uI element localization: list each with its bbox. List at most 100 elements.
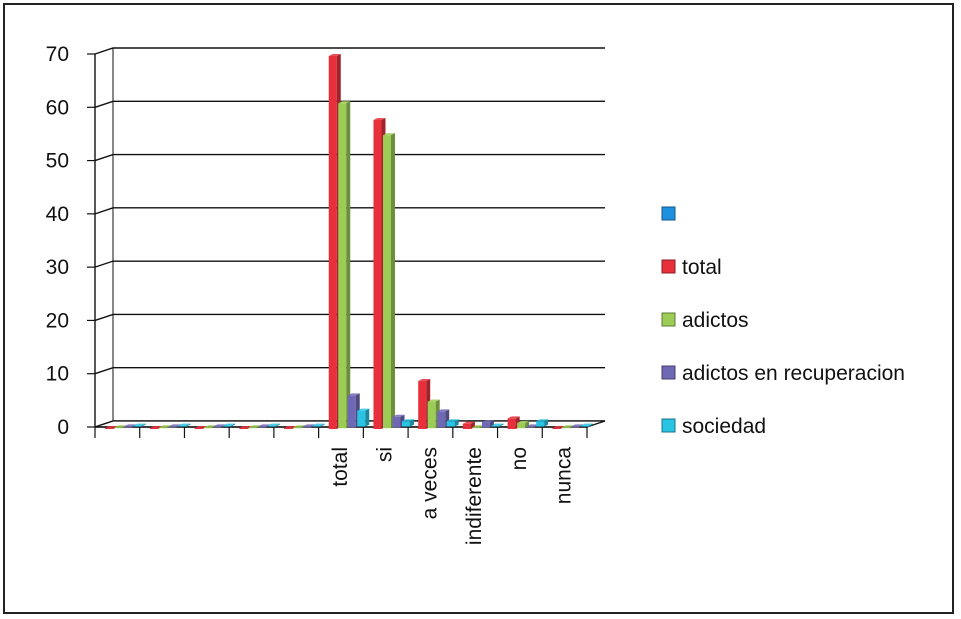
bar-top bbox=[392, 414, 405, 417]
y-tick-label: 70 bbox=[46, 43, 69, 66]
bar-top bbox=[437, 409, 450, 412]
bar-side bbox=[454, 419, 459, 427]
bar-top bbox=[580, 423, 593, 426]
bar-top bbox=[149, 426, 162, 428]
bars bbox=[105, 54, 593, 429]
bar bbox=[338, 101, 351, 429]
bar bbox=[357, 408, 370, 427]
bar-front bbox=[267, 425, 276, 427]
legend: total adictos adictos en recuperacion socie… bbox=[661, 206, 905, 438]
bar-top bbox=[552, 426, 565, 428]
bar-top bbox=[373, 117, 386, 120]
y-tick-label: 60 bbox=[46, 96, 69, 119]
legend-swatch bbox=[661, 418, 676, 433]
bar-front bbox=[536, 421, 545, 427]
bar bbox=[536, 419, 549, 427]
bar-front bbox=[105, 428, 114, 429]
bar-top bbox=[178, 423, 191, 426]
bar-top bbox=[258, 424, 271, 427]
bar-top bbox=[338, 101, 351, 104]
bar-top bbox=[427, 399, 440, 402]
bar bbox=[382, 133, 395, 429]
bar-top bbox=[284, 426, 297, 428]
bar bbox=[446, 419, 459, 427]
bar-front bbox=[239, 428, 248, 429]
bar-front bbox=[258, 426, 267, 428]
bar-front bbox=[284, 428, 293, 429]
bar-side bbox=[588, 423, 593, 427]
bar-top bbox=[491, 423, 504, 426]
bar-side bbox=[141, 423, 146, 427]
bar bbox=[312, 423, 325, 427]
bar-top bbox=[472, 425, 485, 428]
bar-front bbox=[418, 381, 427, 429]
bar-top bbox=[561, 425, 574, 428]
bar bbox=[133, 423, 146, 427]
bar-front bbox=[472, 427, 481, 429]
bar-front bbox=[373, 119, 382, 429]
bar-top bbox=[571, 424, 584, 427]
bar-front bbox=[328, 56, 337, 429]
bar-front bbox=[571, 426, 580, 428]
bar-front bbox=[338, 103, 347, 429]
legend-label: adictos en recuperacion bbox=[682, 362, 905, 385]
bar-front bbox=[552, 428, 561, 429]
bar-top bbox=[293, 425, 306, 428]
bar-top bbox=[382, 133, 395, 136]
bar-top bbox=[105, 426, 118, 428]
bar-side bbox=[409, 419, 414, 427]
bar-front bbox=[507, 418, 516, 429]
bar-front bbox=[382, 135, 391, 429]
legend-swatch bbox=[661, 206, 676, 221]
bar-side bbox=[231, 423, 236, 427]
bar-front bbox=[194, 428, 203, 429]
legend-swatch bbox=[661, 312, 676, 327]
bar-top bbox=[481, 420, 494, 423]
legend-label: total bbox=[682, 256, 722, 279]
bar-top bbox=[446, 419, 459, 422]
bar-top bbox=[303, 424, 316, 427]
bar-front bbox=[462, 423, 471, 429]
bar-top bbox=[248, 425, 261, 428]
bar-top bbox=[507, 416, 520, 419]
bar-top bbox=[347, 393, 360, 396]
y-tick-label: 0 bbox=[57, 416, 69, 439]
legend-label: adictos bbox=[682, 309, 749, 332]
bar-top bbox=[204, 425, 217, 428]
y-tick-label: 10 bbox=[46, 363, 69, 386]
y-tick-label: 20 bbox=[46, 309, 69, 332]
bar-front bbox=[149, 428, 158, 429]
bar bbox=[580, 423, 593, 427]
bar bbox=[178, 423, 191, 427]
bar-side bbox=[499, 423, 504, 427]
bar-front bbox=[401, 421, 410, 427]
bar-top bbox=[114, 425, 127, 428]
x-category-label: si bbox=[374, 447, 397, 462]
bar-front bbox=[223, 425, 232, 427]
bar-top bbox=[357, 408, 370, 411]
x-category-label: no bbox=[508, 447, 531, 470]
bar-front bbox=[248, 427, 257, 429]
bar bbox=[401, 419, 414, 427]
bar bbox=[267, 423, 280, 427]
bar-front bbox=[293, 427, 302, 429]
bar-front bbox=[526, 426, 535, 428]
bar-top bbox=[462, 421, 475, 424]
x-category-label: total bbox=[329, 447, 352, 487]
bar-top bbox=[194, 426, 207, 428]
bar-side bbox=[390, 133, 395, 429]
bar-front bbox=[204, 427, 213, 429]
bar-top bbox=[159, 425, 172, 428]
bar-side bbox=[346, 101, 351, 429]
chart-frame bbox=[3, 3, 954, 614]
bar-front bbox=[124, 426, 133, 428]
bar-top bbox=[517, 420, 530, 423]
bar-front bbox=[427, 401, 436, 429]
bar-side bbox=[186, 423, 191, 427]
bar-front bbox=[517, 422, 526, 429]
x-category-label: indiferente bbox=[463, 447, 486, 545]
x-category-label: a veces bbox=[418, 447, 441, 519]
bar-front bbox=[303, 426, 312, 428]
bar-top bbox=[168, 424, 181, 427]
